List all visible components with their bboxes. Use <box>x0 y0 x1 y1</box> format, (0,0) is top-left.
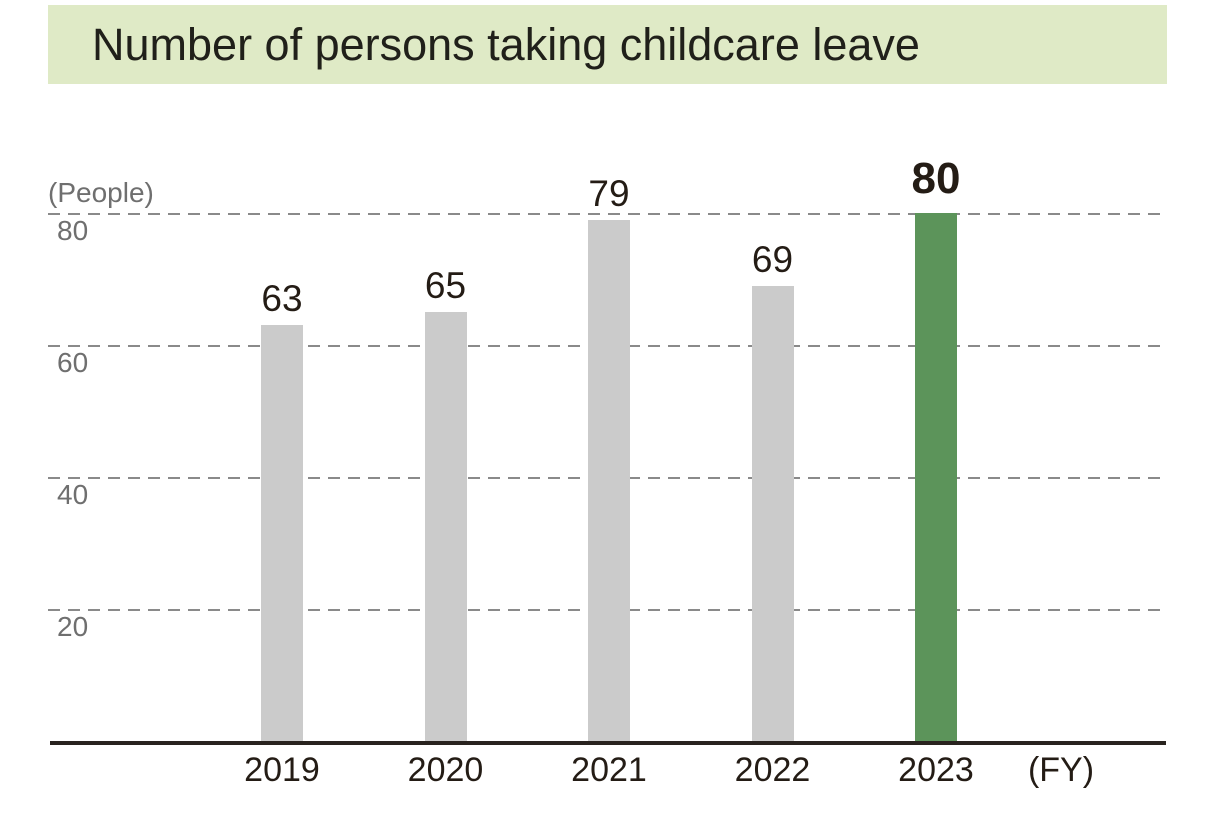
bar-2023-highlighted <box>915 213 957 741</box>
bar-2019 <box>261 325 303 741</box>
x-axis-label-2019: 2019 <box>244 751 320 789</box>
x-axis-label-2023: 2023 <box>898 751 974 789</box>
bar-2022 <box>751 285 794 741</box>
y-tick-label-80: 80 <box>57 215 89 246</box>
x-axis-label-2020: 2020 <box>407 751 484 789</box>
y-tick-label-60: 60 <box>57 347 89 378</box>
bar-value-label-2021: 79 <box>588 172 630 214</box>
y-tick-label-20: 20 <box>57 611 89 642</box>
x-axis-line <box>50 741 1166 745</box>
chart-title-banner: Number of persons taking childcare leave <box>48 5 1167 84</box>
bar-2020 <box>424 312 467 741</box>
bar-2021 <box>588 219 630 741</box>
bar-value-label-2023: 80 <box>911 154 961 203</box>
bar-value-label-2019: 63 <box>261 278 303 320</box>
x-axis-label-2022: 2022 <box>734 751 811 789</box>
y-axis-unit-label: (People) <box>48 177 154 208</box>
x-axis-label-2021: 2021 <box>571 751 647 789</box>
bar-value-label-2022: 69 <box>751 238 794 280</box>
y-tick-label-40: 40 <box>57 479 89 510</box>
x-axis-suffix-label: (FY) <box>1027 751 1095 789</box>
bar-value-label-2020: 65 <box>424 265 467 306</box>
chart-title: Number of persons taking childcare leave <box>92 18 920 70</box>
gridline-80 <box>48 213 1166 215</box>
